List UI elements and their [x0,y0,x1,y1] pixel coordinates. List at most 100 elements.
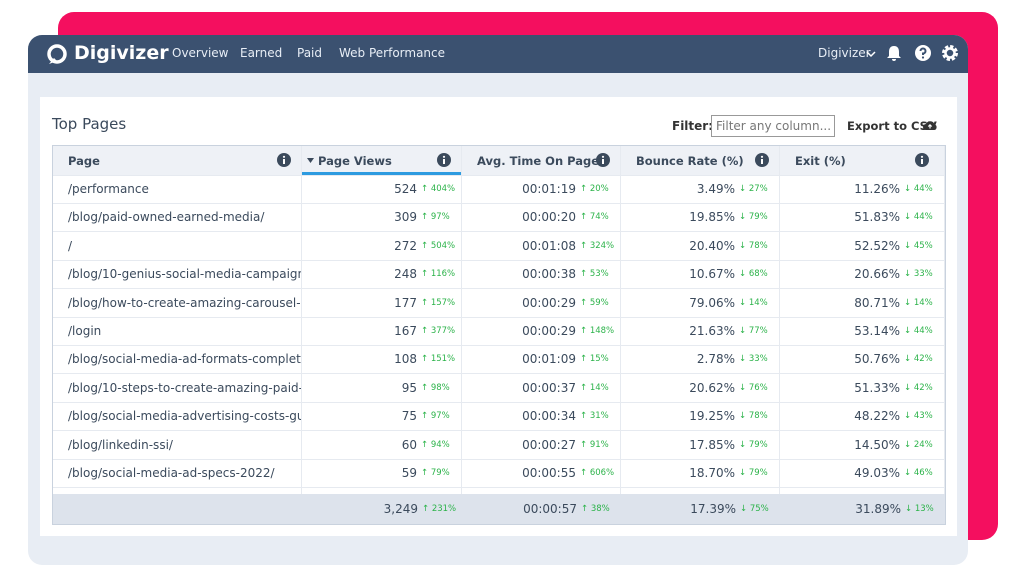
page-path[interactable]: /login [68,324,102,338]
value-cell: 524 ↑ 404% [302,175,462,203]
value-cell: 00:01:19 ↑ 20% [462,175,621,203]
nav-item[interactable]: Earned [240,46,283,60]
change: ↓ 33% [904,269,933,280]
table-row[interactable]: / 272 ↑ 504% 00:01:08 ↑ 324% 20.40% ↓ 78% 52.52… [53,231,945,261]
value-cell: 3,249 ↑ 231% [302,494,462,524]
change: ↑ 404% [421,184,456,194]
nav-item[interactable]: Web Performance [339,46,446,60]
table-row[interactable]: /performance 524 ↑ 404% 00:01:19 ↑ 20% 3.49% ↓… [53,175,945,204]
column-header[interactable]: Page Views [302,146,462,175]
filter-label: Filter: [672,119,714,133]
info-icon[interactable] [596,153,610,167]
change: ↑ 53% [580,269,609,280]
value-cell: 00:00:57 ↑ 38% [462,494,621,524]
value-cell: 2.78% ↓ 33% [621,345,780,374]
table-row[interactable]: /blog/linkedin-ssi/60 ↑ 94% 00:00:27 ↑ 91% 1… [53,430,945,460]
sort-underline [302,172,461,175]
change: ↓ 78% [739,240,768,251]
account-menu[interactable]: Digivizer [818,46,871,60]
page-path[interactable]: /performance [68,182,149,196]
value: 51.83% [854,210,900,225]
change: ↓ 46% [904,468,933,478]
info-icon[interactable] [277,153,291,167]
nav-item[interactable]: Overview [172,46,229,60]
settings-icon[interactable] [941,44,959,62]
page-path[interactable]: /blog/10-genius-social-media-campaigns/ [68,267,302,282]
value: 60 [401,437,417,452]
page-path[interactable]: / [68,238,73,253]
value: 52.52% [854,238,900,253]
change: ↓ 79% [739,468,768,478]
page-path[interactable]: /blog/10-steps-to-create-amazing-paid-so… [68,380,302,395]
logo[interactable]: Digivizer [74,42,169,64]
info-icon[interactable] [915,153,929,167]
value: 272 [394,238,417,253]
column-header[interactable]: Bounce Rate (%) [621,146,780,175]
page-cell: /login [53,317,302,345]
table-row[interactable]: /blog/social-media-ad-formats-complete-g… [53,345,945,375]
value: 309 [394,210,417,225]
page-path[interactable]: /blog/paid-owned-earned-media/ [68,210,265,225]
page-path[interactable]: /blog/social-media-advertising-costs-gui… [68,409,302,424]
change: ↓ 44% [904,184,933,194]
help-icon[interactable] [914,44,932,62]
value: 31.89% [855,502,901,516]
info-icon[interactable] [437,153,451,167]
value: 00:01:08 [522,238,576,253]
change: ↓ 79% [739,439,768,450]
value: 00:00:55 [522,466,576,480]
change: ↓ 78% [739,411,768,422]
filter-input[interactable]: Filter any column... [711,115,835,137]
bell-icon[interactable] [885,44,903,62]
app-window: Digivizer Overview Earned Paid Web Perfo… [28,35,968,565]
page-cell: /blog/social-media-ad-formats-complete-g [53,345,302,374]
value: 17.39% [690,502,736,516]
value: 18.70% [689,466,735,480]
column-title: Bounce Rate (%) [636,154,744,168]
page-cell: /blog/10-steps-to-create-amazing-paid-so… [53,373,302,402]
change: ↓ 79% [739,212,768,223]
value: 95 [401,380,417,395]
column-header[interactable]: Page [53,146,302,175]
table-row[interactable]: /blog/10-genius-social-media-campaigns/2… [53,260,945,290]
value-cell: 31.89% ↓ 13% [780,494,945,524]
table-row[interactable]: /blog/social-media-advertising-costs-gui… [53,402,945,432]
value: 108 [394,352,417,367]
value: 20.62% [689,380,735,395]
export-button[interactable]: Export to CSV [847,119,937,133]
value-cell: 60 ↑ 94% [302,430,462,459]
value-cell: 75 ↑ 97% [302,402,462,431]
value: 177 [394,295,417,310]
value: 00:00:38 [522,267,576,282]
change: ↑ 79% [421,468,450,478]
data-table: Page Page Views Avg. Time On Page Bounce Ra… [52,145,946,525]
value: 11.26% [854,182,900,196]
table-row[interactable]: /blog/10-steps-to-create-amazing-paid-so… [53,373,945,403]
nav-item[interactable]: Paid [297,46,323,60]
page-path[interactable]: /blog/linkedin-ssi/ [68,437,173,452]
value-cell: 20.66% ↓ 33% [780,260,945,289]
value-cell: 17.39% ↓ 75% [621,494,780,524]
value: 248 [394,267,417,282]
change: ↓ 76% [739,382,768,393]
page-path[interactable]: /blog/how-to-create-amazing-carousel-ads [68,295,302,310]
column-header[interactable]: Avg. Time On Page [462,146,621,175]
page-path[interactable]: /blog/social-media-ad-formats-complete-g [68,352,302,367]
change: ↓ 44% [904,326,933,336]
change: ↓ 24% [904,439,933,450]
table-row[interactable]: /login 167 ↑ 377% 00:00:29 ↑ 148% 21.63% ↓ 77%… [53,317,945,346]
info-icon[interactable] [755,153,769,167]
value: 51.33% [854,380,900,395]
empty-cell [53,494,302,524]
column-header[interactable]: Exit (%) [780,146,945,175]
table-row[interactable]: /blog/how-to-create-amazing-carousel-ads… [53,288,945,318]
value-cell: 00:00:27 ↑ 91% [462,430,621,459]
value-cell: 00:01:08 ↑ 324% [462,231,621,260]
page-path[interactable]: /blog/social-media-ad-specs-2022/ [68,466,275,480]
change: ↓ 14% [904,297,933,308]
change: ↓ 13% [905,504,934,514]
change: ↓ 42% [904,382,933,393]
table-row[interactable]: /blog/paid-owned-earned-media/309 ↑ 97% 00… [53,203,945,233]
table-row[interactable]: /blog/social-media-ad-specs-2022/59 ↑ 79%… [53,459,945,488]
change: ↓ 75% [740,504,769,514]
